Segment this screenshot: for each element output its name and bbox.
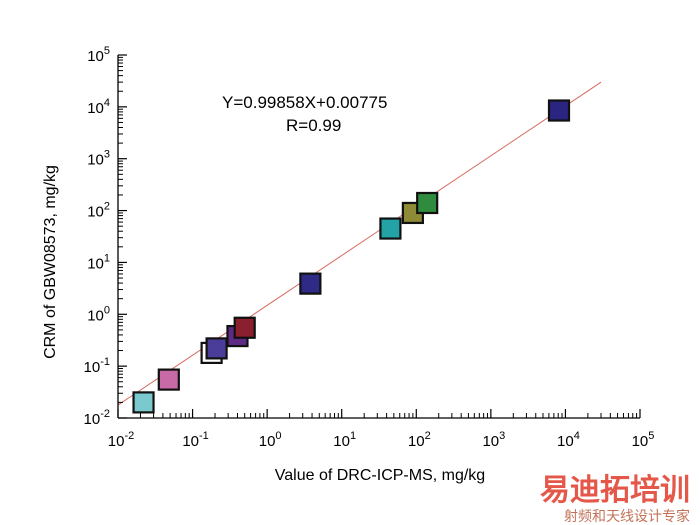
x-tick-label: 102 bbox=[408, 430, 431, 450]
y-tick-label: 103 bbox=[87, 149, 110, 169]
x-tick-label: 103 bbox=[482, 430, 505, 450]
tick-labels: 10-2 10-1 100 101 102 103 104 105 10-2 10-1 100 101… bbox=[84, 45, 655, 450]
fit-r-annotation: R=0.99 bbox=[286, 116, 341, 135]
x-axis-label: Value of DRC-ICP-MS, mg/kg bbox=[275, 467, 485, 484]
y-tick-label: 105 bbox=[87, 45, 110, 65]
watermark-title: 易迪拓培训 bbox=[540, 473, 690, 508]
x-tick-label: 10-2 bbox=[108, 430, 134, 450]
watermark-subtitle: 射频和天线设计专家 bbox=[564, 508, 690, 525]
x-tick-label: 100 bbox=[259, 430, 282, 450]
fit-line bbox=[117, 81, 602, 406]
x-tick-label: 10-1 bbox=[182, 430, 208, 450]
data-point bbox=[132, 391, 155, 414]
y-tick-label: 104 bbox=[87, 97, 110, 117]
data-point bbox=[416, 191, 439, 215]
y-tick-label: 100 bbox=[87, 304, 110, 324]
y-tick-label: 101 bbox=[87, 252, 110, 272]
y-tick-label: 10-2 bbox=[84, 408, 110, 428]
y-tick-label: 10-1 bbox=[84, 356, 110, 376]
data-point bbox=[299, 272, 322, 295]
y-tick-label: 102 bbox=[87, 201, 110, 221]
data-points bbox=[132, 99, 571, 414]
data-point bbox=[205, 337, 228, 360]
data-point bbox=[157, 368, 180, 391]
x-tick-label: 105 bbox=[632, 430, 655, 450]
x-tick-label: 101 bbox=[333, 430, 356, 450]
x-tick-label: 104 bbox=[557, 430, 580, 450]
data-point bbox=[379, 217, 402, 240]
watermark-logo: 易迪拓培训 射频和天线设计专家 bbox=[540, 473, 690, 525]
axes bbox=[117, 54, 641, 419]
fit-line-layer bbox=[117, 81, 602, 406]
data-point bbox=[233, 316, 256, 339]
fit-equation-annotation: Y=0.99858X+0.00775 bbox=[222, 93, 387, 112]
y-axis-label: CRM of GBW08573, mg/kg bbox=[42, 165, 59, 359]
data-point bbox=[547, 99, 571, 122]
